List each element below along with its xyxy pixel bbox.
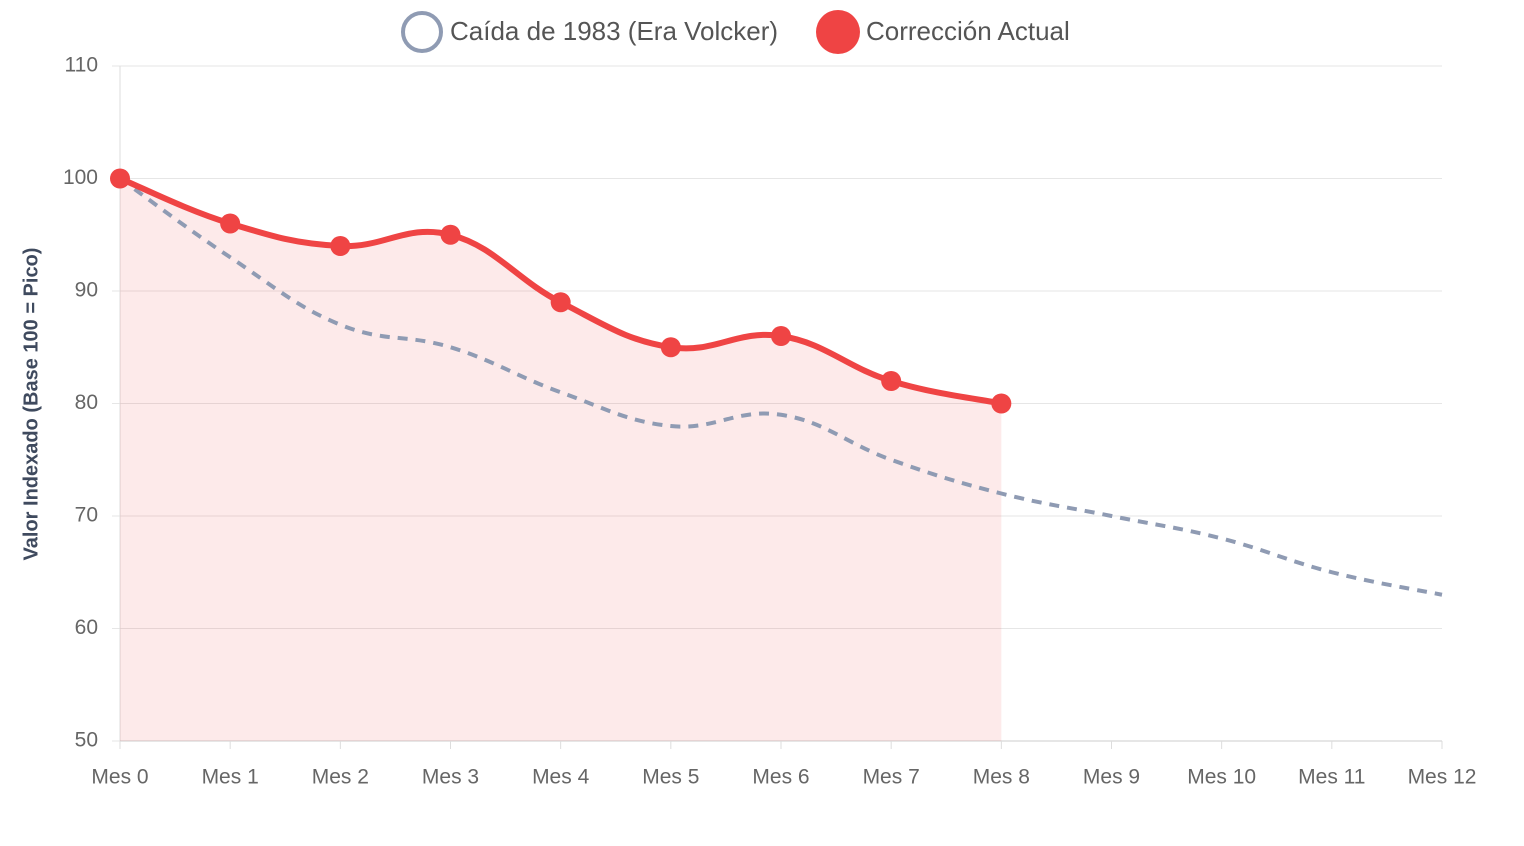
line xyxy=(118,176,1443,597)
y-tick-label: 50 xyxy=(75,729,98,752)
point xyxy=(991,393,1012,414)
point xyxy=(660,337,681,358)
x-tick-label: Mes 12 xyxy=(1408,766,1477,789)
y-tick-label: 90 xyxy=(75,279,98,302)
y-tick-label: 60 xyxy=(75,616,98,639)
legend-marker xyxy=(401,11,443,53)
point xyxy=(440,224,461,245)
point xyxy=(110,168,130,189)
y-tick-label: 100 xyxy=(63,166,98,189)
x-tick-label: Mes 2 xyxy=(312,766,369,789)
legend-marker xyxy=(816,10,860,54)
point xyxy=(550,292,571,313)
x-tick-label: Mes 11 xyxy=(1298,766,1365,789)
x-tick-label: Mes 1 xyxy=(202,766,259,789)
x-tick-label: Mes 7 xyxy=(863,766,920,789)
x-tick-label: Mes 3 xyxy=(422,766,479,789)
x-tick-label: Mes 10 xyxy=(1187,766,1256,789)
legend-label: Caída de 1983 (Era Volcker) xyxy=(450,16,778,46)
x-tick-label: Mes 5 xyxy=(642,766,699,789)
x-tick-label: Mes 9 xyxy=(1083,766,1140,789)
point xyxy=(220,213,241,234)
x-tick-label: Mes 4 xyxy=(532,766,590,789)
y-axis-title: Valor Indexado (Base 100 = Pico) xyxy=(20,248,42,561)
point xyxy=(330,236,351,256)
y-tick-label: 80 xyxy=(75,391,98,414)
x-tick-label: Mes 8 xyxy=(973,766,1030,789)
y-tick-label: 70 xyxy=(75,504,98,527)
area xyxy=(120,178,1002,741)
x-tick-label: Mes 0 xyxy=(91,766,148,789)
legend-label: Corrección Actual xyxy=(866,16,1070,46)
point xyxy=(881,371,902,391)
point xyxy=(771,326,791,346)
x-tick-label: Mes 6 xyxy=(752,766,809,789)
y-tick-label: 110 xyxy=(65,54,98,77)
